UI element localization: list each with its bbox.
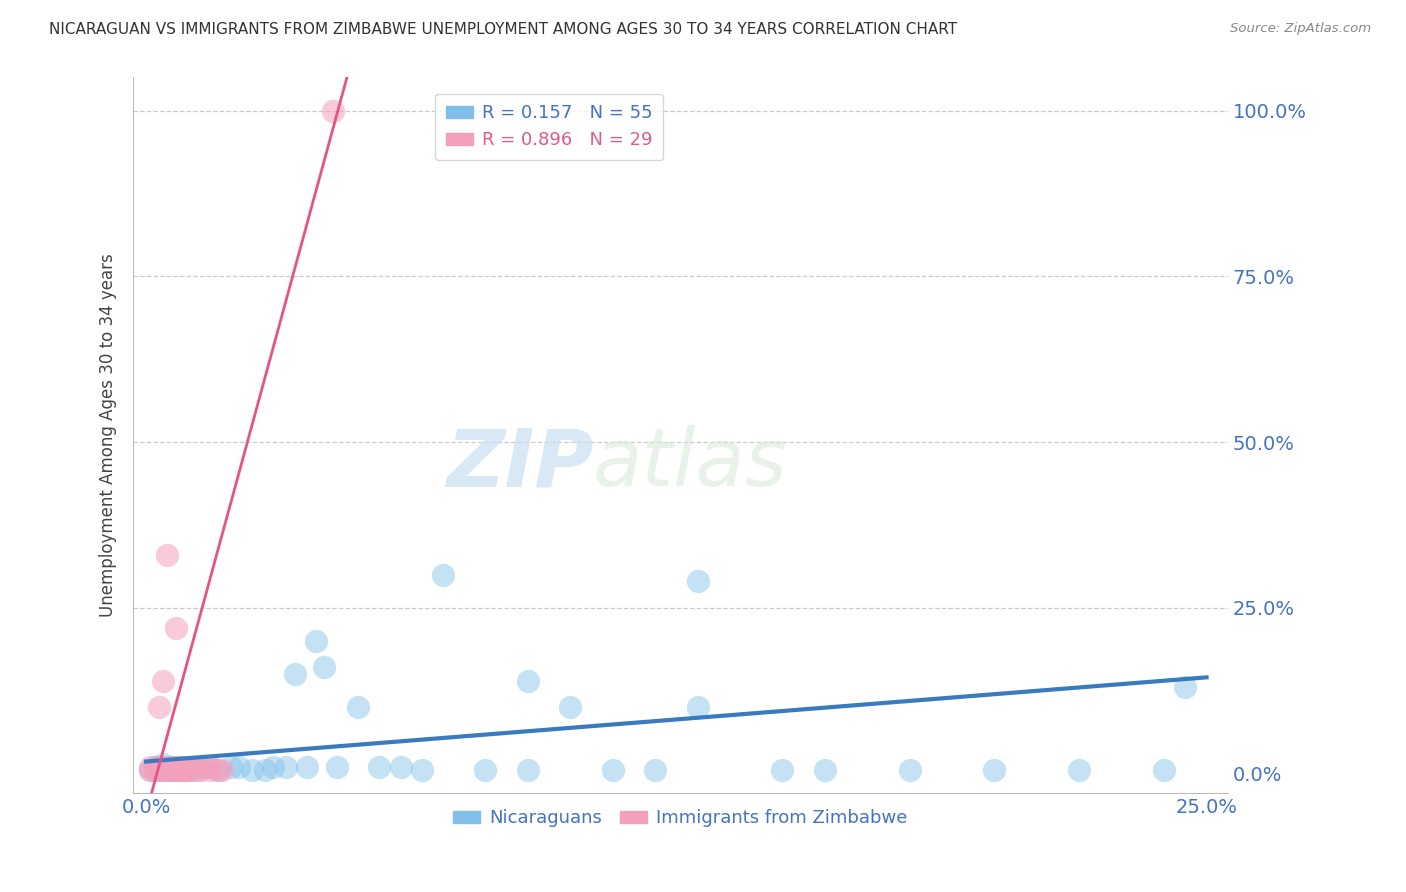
Point xyxy=(1153,763,1175,777)
Point xyxy=(165,621,187,635)
Point xyxy=(169,763,191,777)
Point xyxy=(169,760,191,774)
Point xyxy=(139,760,162,774)
Point xyxy=(814,763,837,777)
Point xyxy=(143,760,166,774)
Point xyxy=(411,763,433,777)
Point xyxy=(156,548,179,562)
Point xyxy=(898,763,921,777)
Point xyxy=(190,760,212,774)
Point xyxy=(347,700,370,714)
Point xyxy=(177,763,200,777)
Y-axis label: Unemployment Among Ages 30 to 34 years: Unemployment Among Ages 30 to 34 years xyxy=(100,253,117,617)
Point xyxy=(173,763,195,777)
Point xyxy=(152,763,174,777)
Point xyxy=(560,700,582,714)
Point xyxy=(198,760,221,774)
Point xyxy=(211,763,233,777)
Point xyxy=(156,763,179,777)
Point xyxy=(156,760,179,774)
Point xyxy=(173,763,195,777)
Point xyxy=(644,763,666,777)
Point xyxy=(983,763,1005,777)
Point xyxy=(389,760,412,774)
Point xyxy=(177,763,200,777)
Point xyxy=(314,660,336,674)
Point xyxy=(139,763,162,777)
Point xyxy=(602,763,624,777)
Point xyxy=(165,763,187,777)
Point xyxy=(181,763,204,777)
Point xyxy=(148,763,170,777)
Point xyxy=(326,760,349,774)
Point xyxy=(148,700,170,714)
Point xyxy=(160,763,183,777)
Point xyxy=(165,760,187,774)
Point xyxy=(198,763,221,777)
Point xyxy=(240,763,263,777)
Point xyxy=(368,760,391,774)
Point xyxy=(139,763,162,777)
Point xyxy=(219,760,242,774)
Point xyxy=(322,103,344,118)
Point xyxy=(262,760,284,774)
Point xyxy=(474,763,496,777)
Point xyxy=(686,574,709,589)
Legend: Nicaraguans, Immigrants from Zimbabwe: Nicaraguans, Immigrants from Zimbabwe xyxy=(446,802,915,834)
Point xyxy=(516,673,538,688)
Point xyxy=(160,760,183,774)
Point xyxy=(253,763,276,777)
Point xyxy=(143,763,166,777)
Text: ZIP: ZIP xyxy=(446,425,593,503)
Point xyxy=(152,756,174,771)
Point xyxy=(186,760,208,774)
Point xyxy=(143,763,166,777)
Point xyxy=(297,760,319,774)
Point xyxy=(686,700,709,714)
Text: Source: ZipAtlas.com: Source: ZipAtlas.com xyxy=(1230,22,1371,36)
Point xyxy=(1174,681,1197,695)
Point xyxy=(152,763,174,777)
Point xyxy=(152,673,174,688)
Point xyxy=(160,760,183,774)
Point xyxy=(152,760,174,774)
Point xyxy=(148,760,170,774)
Point xyxy=(1069,763,1091,777)
Point xyxy=(143,760,166,774)
Point xyxy=(173,760,195,774)
Point xyxy=(228,760,250,774)
Point xyxy=(207,763,229,777)
Point xyxy=(432,567,454,582)
Point xyxy=(169,760,191,774)
Point xyxy=(173,763,195,777)
Point xyxy=(169,763,191,777)
Point xyxy=(177,763,200,777)
Point xyxy=(770,763,793,777)
Point xyxy=(516,763,538,777)
Point xyxy=(156,763,179,777)
Point xyxy=(165,763,187,777)
Point xyxy=(274,760,297,774)
Text: NICARAGUAN VS IMMIGRANTS FROM ZIMBABWE UNEMPLOYMENT AMONG AGES 30 TO 34 YEARS CO: NICARAGUAN VS IMMIGRANTS FROM ZIMBABWE U… xyxy=(49,22,957,37)
Text: atlas: atlas xyxy=(593,425,787,503)
Point xyxy=(283,667,305,681)
Point xyxy=(156,760,179,774)
Point xyxy=(305,633,328,648)
Point xyxy=(177,760,200,774)
Point xyxy=(207,763,229,777)
Point xyxy=(160,763,183,777)
Point xyxy=(190,763,212,777)
Point xyxy=(198,760,221,774)
Point xyxy=(148,763,170,777)
Point xyxy=(186,763,208,777)
